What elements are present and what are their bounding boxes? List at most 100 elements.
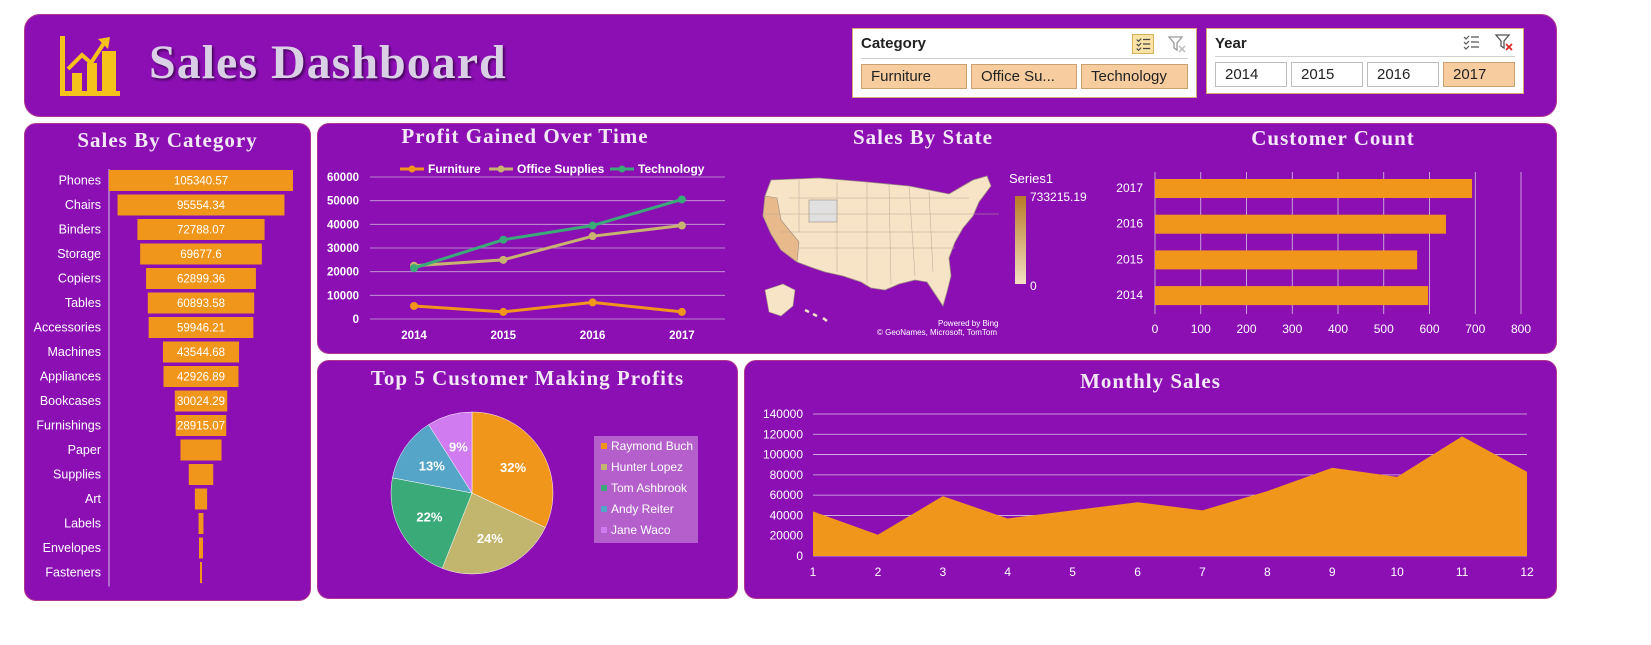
top-customers-title: Top 5 Customer Making Profits [370,366,685,390]
monthly-y-tick: 20000 [770,529,804,543]
category-label: Machines [48,345,102,359]
pie-slice [428,411,473,494]
monthly-sales-title: Monthly Sales [1080,369,1221,393]
category-data-label: 42926.89 [177,372,225,384]
monthly-sales-chart: 0 20000 40000 60000 80000 100000 120000 140000 1… [763,407,1534,579]
profit-y-tick: 50000 [327,196,359,208]
profit-legend-label: Furniture [428,162,481,176]
pie-legend-items: Raymond Buch Hunter Lopez Tom Ashbrook Andy… [601,439,693,537]
pie-legend-label: Hunter Lopez [611,460,683,474]
category-bar [180,439,222,461]
customer-count-chart: 0 100 200 300 400 500 600 700 800 2017 2016 2015 201… [1116,172,1531,336]
customer-bar [1155,179,1473,198]
category-bar [175,415,227,436]
category-label: Chairs [65,198,101,212]
pie-data-label: 22% [416,509,442,524]
pie-data-label: 13% [419,459,445,474]
profit-y-tick: 10000 [327,290,359,302]
category-data-label: 28915.07 [177,421,225,433]
dashboard-title: Sales Dashboard [149,36,507,89]
pie-legend-label: Jane Waco [611,523,671,537]
slicer-item-2014[interactable]: 2014 [1215,62,1287,87]
customer-x-tick: 600 [1419,322,1439,336]
profit-x-tick: 2017 [669,330,695,342]
customer-bar [1155,286,1429,306]
monthly-y-tick: 60000 [770,488,804,502]
category-bar [174,390,228,412]
customer-x-tick: 500 [1374,322,1394,336]
california-shape [762,195,800,263]
profit-data-point [588,221,597,230]
top-customers-panel: Top 5 Customer Making Profits 32% 24% 22% 1… [317,360,738,599]
slicer-item-furniture[interactable]: Furniture [861,64,967,89]
pie-data-label: 9% [449,439,468,454]
profit-y-tick: 20000 [327,267,359,279]
monthly-x-tick: 12 [1520,565,1534,579]
monthly-x-tick: 2 [875,565,882,579]
slicer-item-2015[interactable]: 2015 [1291,62,1363,87]
customer-x-tick: 0 [1152,322,1159,336]
category-bar [198,513,204,534]
profit-data-point [499,235,508,244]
category-label: Copiers [58,272,101,286]
category-data-label: 95554.34 [177,200,226,212]
profit-over-time-title: Profit Gained Over Time [401,124,649,148]
map-legend-gradient [1015,196,1026,284]
category-slicer-divider [861,58,1188,59]
customer-y-label: 2017 [1116,181,1143,195]
slicer-item-office-supplies[interactable]: Office Su... [971,64,1077,89]
profit-legend-marker [408,165,416,173]
monthly-y-tick: 40000 [770,508,804,522]
category-label: Paper [68,443,101,457]
slicer-item-2016[interactable]: 2016 [1367,62,1439,87]
profit-data-point [499,307,508,316]
profit-data-point [410,301,418,310]
monthly-y-tick: 140000 [763,407,803,421]
slicer-item-2017[interactable]: 2017 [1443,62,1515,87]
year-slicer-title: Year [1215,35,1247,52]
category-data-label: 43544.68 [177,347,225,359]
map-legend-title: Series1 [1009,171,1054,186]
alaska-shape [764,283,796,317]
clear-filter-icon[interactable] [1166,34,1188,54]
category-bar [147,292,255,314]
category-data-label: 30024.29 [177,396,225,408]
profit-series-line [413,198,683,270]
monthly-x-tick: 6 [1134,565,1141,579]
category-label: Accessories [34,321,101,335]
category-bar [146,268,256,289]
multi-select-icon[interactable] [1460,32,1482,52]
category-bar [137,219,265,240]
profit-y-tick: 0 [353,314,359,326]
customer-x-tick: 300 [1282,322,1302,336]
profit-legend-marker [497,165,505,173]
pie-slice [441,492,546,575]
monthly-y-tick: 120000 [763,427,803,441]
profit-data-point [410,264,418,273]
monthly-x-tick: 5 [1069,565,1076,579]
customer-y-label: 2016 [1116,217,1143,231]
category-label: Furnishings [36,419,101,433]
customer-x-tick: 800 [1511,322,1531,336]
profit-data-point [588,298,597,307]
profit-y-tick: 40000 [327,219,359,231]
category-bar [194,488,208,510]
category-slicer-title: Category [861,35,927,52]
profit-series-line [413,300,683,314]
category-data-label: 60893.58 [177,298,225,310]
multi-select-icon[interactable] [1132,34,1154,54]
sales-by-category-chart: Phones 105340.57 Chairs 95554.34 Binders 7278… [34,169,293,587]
pie-slice [471,411,554,528]
category-data-label: 72788.07 [177,225,225,237]
profit-legend-label: Technology [638,162,705,176]
monthly-x-tick: 4 [1004,565,1011,579]
pie-legend-swatch [601,443,607,449]
state-borders [765,180,999,285]
category-bar [163,366,239,387]
category-label: Appliances [40,370,101,384]
monthly-x-tick: 3 [939,565,946,579]
monthly-sales-area [813,436,1527,556]
pie-data-label: 24% [477,531,503,546]
clear-filter-icon[interactable] [1493,32,1515,52]
slicer-item-technology[interactable]: Technology [1081,64,1188,89]
